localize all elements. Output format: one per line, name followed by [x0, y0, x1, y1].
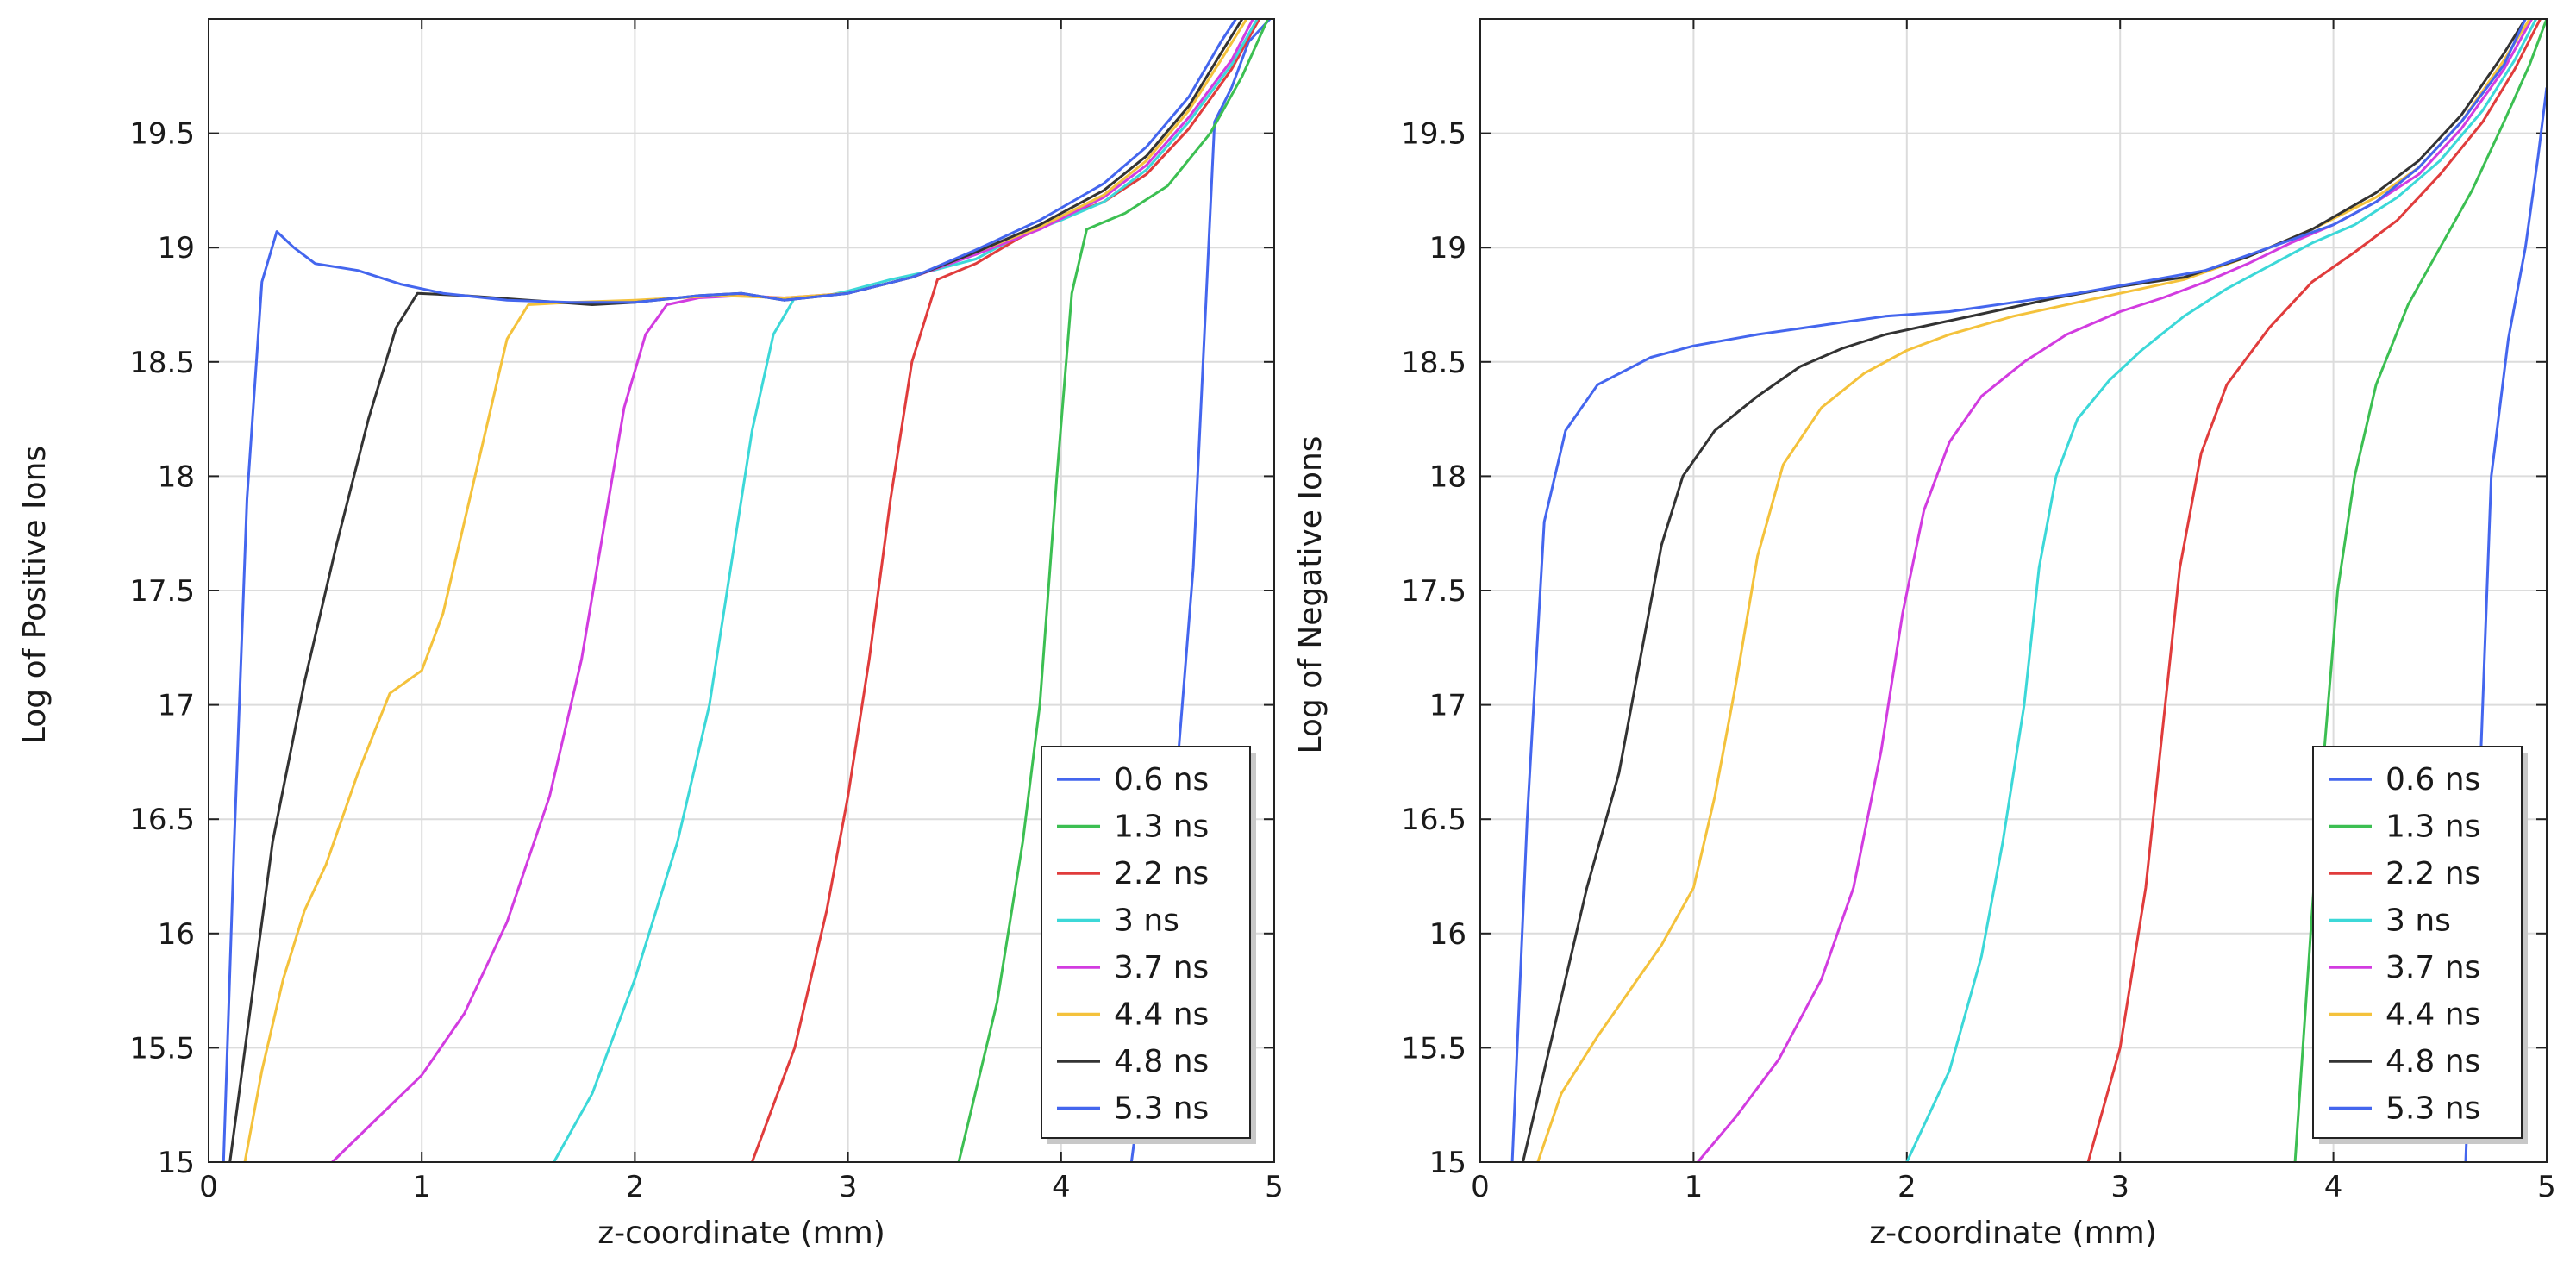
series-line-1-3-ns [2293, 19, 2547, 1162]
series-line-5-3-ns [222, 19, 1237, 1162]
y-tick-label: 19.5 [129, 117, 195, 152]
x-tick-label: 0 [1471, 1170, 1490, 1204]
y-tick-label: 15 [1429, 1146, 1466, 1180]
legend-entry: 1.3 ns [1114, 810, 1209, 845]
plot-frame [208, 18, 1275, 1163]
legend-entry: 5.3 ns [1114, 1091, 1209, 1127]
x-tick-label: 1 [1685, 1170, 1704, 1204]
y-tick-label: 17 [158, 689, 195, 723]
y-tick-label: 15 [158, 1146, 195, 1180]
legend-entry: 3.7 ns [1114, 950, 1209, 985]
legend-entry: 4.4 ns [2385, 997, 2480, 1033]
legend-entry: 5.3 ns [2385, 1091, 2480, 1127]
y-tick-label: 16.5 [129, 803, 195, 837]
legend-box [1041, 746, 1251, 1139]
y-tick-label: 15.5 [1401, 1031, 1466, 1066]
y-tick-label: 19 [1429, 231, 1466, 266]
positive-ions-chart: Log of Positive Ions z-coordinate (mm) 0… [17, 18, 1284, 1251]
y-tick-label: 19.5 [1401, 117, 1466, 152]
y-tick-label: 17.5 [129, 574, 195, 609]
series-line-5-3-ns [1510, 19, 2527, 1162]
legend-entry: 0.6 ns [1114, 762, 1209, 797]
legend-entry: 3 ns [2385, 903, 2451, 939]
series-line-3-ns [553, 19, 1259, 1162]
legend-entry: 0.6 ns [2385, 762, 2480, 797]
legend-entry: 3.7 ns [2385, 950, 2480, 985]
legend-entry: 2.2 ns [1114, 856, 1209, 891]
series-line-4-4-ns [1536, 19, 2531, 1162]
x-tick-label: 5 [2537, 1170, 2556, 1204]
ticks: 0 1 2 3 4 5 15 15.5 16 16.5 17 17.5 18 18.5 19 19.5 [1401, 19, 2556, 1204]
x-axis-label: z-coordinate (mm) [1869, 1216, 2157, 1251]
x-tick-label: 4 [1052, 1170, 1071, 1204]
plot-frame [1479, 18, 2548, 1163]
legend-entry: 2.2 ns [2385, 856, 2480, 891]
x-tick-label: 1 [412, 1170, 431, 1204]
series-line-2-2-ns [2086, 19, 2542, 1162]
y-tick-label: 16 [1429, 917, 1466, 952]
series-line-4-8-ns [1522, 19, 2527, 1162]
legend-box [2312, 746, 2523, 1139]
y-tick-label: 18 [1429, 459, 1466, 494]
series-line-2-2-ns [750, 19, 1261, 1162]
x-tick-label: 0 [199, 1170, 218, 1204]
legend: 0.6 ns 1.3 ns 2.2 ns 3 ns 3.7 ns 4.4 ns 4.8 ns… [2312, 746, 2528, 1144]
x-tick-label: 2 [1898, 1170, 1916, 1204]
x-tick-label: 3 [2110, 1170, 2129, 1204]
legend-entry: 4.8 ns [1114, 1044, 1209, 1079]
legend-entry: 3 ns [1114, 903, 1179, 939]
y-tick-label: 19 [158, 231, 195, 266]
legend: 0.6 ns 1.3 ns 2.2 ns 3 ns 3.7 ns 4.4 ns 4.8 ns… [1041, 746, 1256, 1144]
y-tick-label: 18.5 [129, 346, 195, 380]
series-line-3-ns [1905, 19, 2537, 1162]
legend-entry: 1.3 ns [2385, 810, 2480, 845]
series-line-1-3-ns [957, 19, 1269, 1162]
legend-entry: 4.4 ns [1114, 997, 1209, 1033]
x-tick-label: 3 [839, 1170, 858, 1204]
y-tick-label: 15.5 [129, 1031, 195, 1066]
x-tick-label: 4 [2324, 1170, 2343, 1204]
y-tick-label: 16.5 [1401, 803, 1466, 837]
x-axis-label: z-coordinate (mm) [597, 1216, 885, 1251]
y-axis-label: Log of Positive Ions [17, 446, 53, 744]
y-tick-label: 18.5 [1401, 346, 1466, 380]
y-tick-label: 17 [1429, 689, 1466, 723]
series-line-3-7-ns [1697, 19, 2534, 1162]
y-tick-label: 16 [158, 917, 195, 952]
x-tick-label: 2 [626, 1170, 645, 1204]
y-tick-label: 18 [158, 459, 195, 494]
legend-entry: 4.8 ns [2385, 1044, 2480, 1079]
negative-ions-chart: Log of Negative Ions z-coordinate (mm) 0… [1293, 18, 2556, 1251]
y-axis-label: Log of Negative Ions [1293, 435, 1329, 753]
ticks: 0 1 2 3 4 5 15 15.5 16 16.5 17 17.5 18 18.5 19 19.5 [129, 19, 1284, 1204]
series-line-4-4-ns [243, 19, 1248, 1162]
x-tick-label: 5 [1265, 1170, 1284, 1204]
series-group [1510, 19, 2547, 1162]
y-tick-label: 17.5 [1401, 574, 1466, 609]
